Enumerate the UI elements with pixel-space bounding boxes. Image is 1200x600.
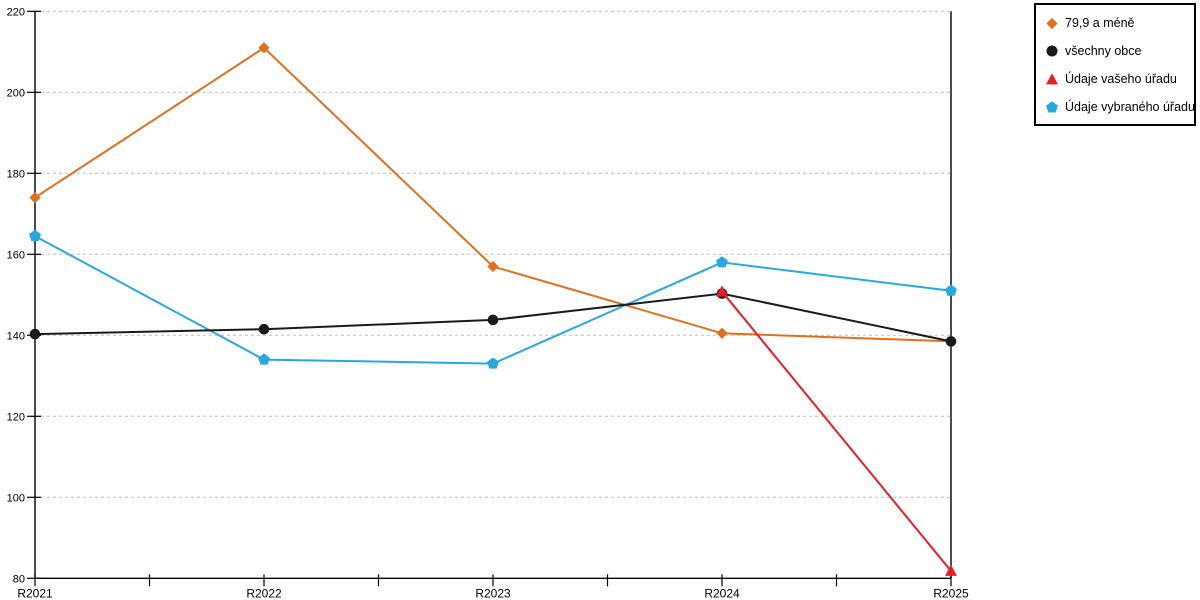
data-point-marker [258,42,270,54]
data-point-marker [29,229,41,242]
y-tick-label: 80 [13,573,25,585]
y-tick-label: 140 [7,330,25,342]
legend-item-3: Údaje vybraného úřadu [1045,93,1195,121]
legend-item-2: Údaje vašeho úřadu [1045,65,1194,93]
y-tick-label: 200 [7,87,25,99]
data-point-marker [945,564,957,576]
legend-item-label: Údaje vybraného úřadu [1065,99,1195,114]
diamond-icon [1046,17,1058,29]
data-point-marker [487,357,499,369]
data-point-marker [487,260,499,273]
pentagon-icon [1046,100,1058,112]
data-point-marker [258,353,270,365]
data-point-marker [716,256,728,268]
y-tick-label: 120 [7,411,25,423]
legend-item-0: 79,9 a méně [1045,9,1194,37]
y-tick-label: 160 [7,249,25,261]
x-tick-label: R2021 [17,586,53,600]
data-point-marker [29,328,41,340]
data-point-marker [487,314,499,326]
series-line-3 [34,235,952,365]
y-tick-label: 100 [7,492,25,504]
y-tick-label: 180 [7,168,25,180]
data-point-marker [716,285,728,297]
x-tick-label: R2025 [933,586,969,600]
legend: 79,9 a méně všechny obce Údaje vašeho úřad… [1034,3,1196,126]
x-tick-label: R2022 [246,586,282,600]
series-line-2 [721,290,952,572]
x-tick-label: R2024 [704,586,740,600]
data-point-marker [258,323,270,335]
data-point-marker [716,327,728,339]
triangle-up-icon [1046,72,1058,84]
series-line-0 [34,46,952,343]
circle-icon [1046,45,1058,56]
legend-item-1: všechny obce [1045,37,1194,65]
data-point-marker [945,336,957,347]
x-tick-label: R2023 [475,586,511,600]
legend-item-label: Údaje vašeho úřadu [1065,71,1177,86]
legend-item-label: 79,9 a méně [1065,15,1135,30]
data-point-marker [945,284,957,296]
legend-item-label: všechny obce [1065,43,1142,58]
data-point-marker [29,192,41,204]
y-tick-label: 220 [7,6,25,18]
